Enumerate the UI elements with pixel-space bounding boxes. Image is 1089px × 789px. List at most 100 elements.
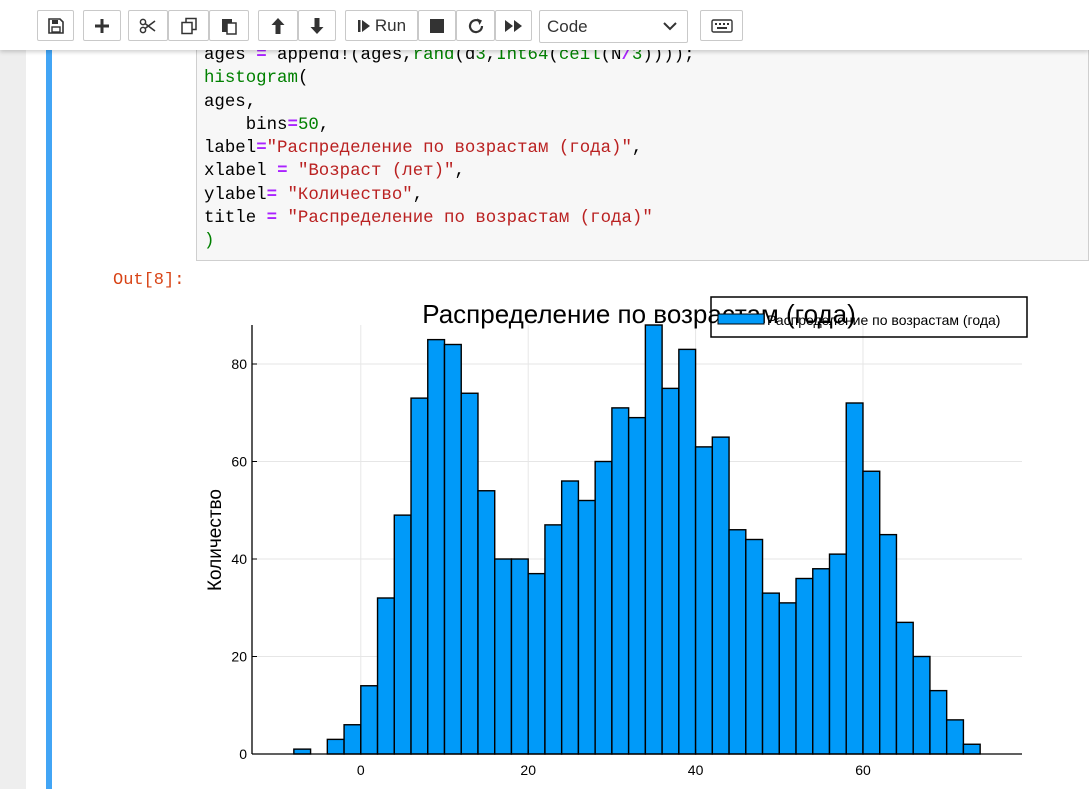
step-forward-icon (357, 19, 370, 32)
histogram-bar (427, 338, 446, 755)
histogram-bar (761, 592, 780, 755)
code-line: histogram( (204, 69, 309, 89)
scissors-icon (139, 18, 156, 33)
run-label: Run (374, 15, 407, 35)
command-palette-button[interactable] (700, 10, 743, 41)
cell-type-value: Code (547, 16, 588, 36)
run-all-button[interactable] (495, 10, 532, 41)
x-tick-label: 40 (688, 762, 704, 778)
stop-icon (430, 18, 444, 33)
histogram-bar (812, 568, 831, 755)
code-line: ylabel= "Количество", (204, 185, 424, 205)
histogram-bar (711, 436, 730, 755)
legend-label: Распределение по возрастам (года) (767, 312, 1000, 328)
cell-type-select[interactable]: Code (539, 10, 688, 43)
move-down-button[interactable] (298, 10, 336, 41)
histogram-bar (895, 621, 914, 755)
histogram-bar (661, 387, 680, 755)
histogram-bar (443, 343, 462, 755)
move-up-button[interactable] (258, 10, 298, 41)
code-line: ages, (204, 92, 257, 112)
keyboard-icon (710, 18, 733, 33)
arrow-down-icon (310, 17, 324, 34)
histogram-bar (594, 460, 613, 755)
code-editor[interactable]: ages = append!(ages,rand(d3,Int64(ceil(N… (204, 44, 695, 254)
histogram-bar (828, 553, 847, 755)
y-tick-label: 20 (231, 649, 247, 665)
histogram-bar (544, 524, 563, 755)
histogram-bar (577, 499, 596, 755)
save-button[interactable] (37, 10, 74, 41)
histogram-bar (778, 602, 797, 755)
y-tick-label: 0 (239, 746, 247, 762)
code-line: label="Распределение по возрастам (года)… (204, 139, 643, 159)
histogram-bar (494, 558, 513, 755)
arrow-up-icon (271, 17, 285, 34)
y-tick-label: 80 (231, 356, 247, 372)
histogram-bar (460, 392, 479, 755)
x-tick-label: 60 (855, 762, 871, 778)
histogram-bar (410, 397, 429, 755)
interrupt-button[interactable] (418, 10, 456, 41)
chevron-down-icon (663, 22, 677, 31)
histogram-bar (627, 416, 647, 755)
code-line: title = "Распределение по возрастам (год… (204, 209, 653, 229)
refresh-icon (468, 18, 483, 33)
run-button[interactable]: Run (345, 10, 418, 41)
x-tick-label: 20 (520, 762, 536, 778)
insert-cell-button[interactable] (83, 10, 121, 41)
x-tick-label: 0 (357, 762, 365, 778)
histogram-bar (510, 558, 529, 755)
histogram-bar (376, 597, 395, 755)
chart-title: Распределение по возрастам (года) (422, 299, 856, 329)
histogram-bar (845, 402, 864, 755)
histogram-bar (795, 577, 814, 755)
chart-legend: Распределение по возрастам (года) (710, 296, 1028, 338)
histogram-bar (962, 743, 981, 755)
chart-bars (293, 324, 981, 755)
fast-forward-icon (504, 19, 522, 32)
histogram-bar (393, 514, 412, 755)
histogram-bar (326, 738, 345, 755)
histogram-bar (862, 470, 881, 755)
histogram-bar (293, 748, 312, 755)
chart-ticks: 0 20 40 60 0 20 40 60 80 (231, 356, 871, 778)
output-prompt: Out[8]: (113, 271, 185, 290)
floppy-disk-icon (47, 17, 64, 34)
notebook-toolbar: Run Code (0, 0, 1089, 50)
histogram-bar (879, 533, 898, 755)
code-line: xlabel = "Возраст (лет)", (204, 162, 465, 182)
histogram-bar (560, 480, 580, 755)
chart-axes (251, 325, 1022, 755)
y-tick-label: 40 (231, 551, 247, 567)
histogram-bar (745, 538, 764, 755)
copy-button[interactable] (168, 10, 209, 41)
histogram-bar (527, 572, 546, 755)
histogram-bar (728, 529, 747, 755)
histogram-bar (611, 407, 630, 755)
histogram-bar (912, 655, 931, 755)
legend-frame (710, 296, 1028, 338)
legend-swatch (717, 313, 765, 325)
histogram-bar (678, 348, 697, 755)
paste-icon (222, 18, 237, 35)
histogram-bar (945, 719, 965, 755)
cut-button[interactable] (128, 10, 168, 41)
histogram-bar (343, 724, 362, 755)
histogram-bar (360, 685, 379, 755)
histogram-bar (694, 446, 714, 755)
copy-icon (180, 17, 197, 34)
histogram-bar (929, 689, 948, 755)
plus-icon (95, 18, 109, 33)
code-line: ) (204, 232, 215, 252)
paste-button[interactable] (209, 10, 249, 41)
code-line: ages = append!(ages,rand(d3,Int64(ceil(N… (204, 46, 695, 65)
histogram-bar (644, 324, 663, 755)
y-axis-label: Количество (205, 489, 226, 591)
restart-button[interactable] (456, 10, 495, 41)
code-line: bins=50, (204, 115, 330, 135)
cell-selection-bar (46, 0, 52, 789)
histogram-bar (477, 490, 496, 755)
y-tick-label: 60 (231, 454, 247, 470)
